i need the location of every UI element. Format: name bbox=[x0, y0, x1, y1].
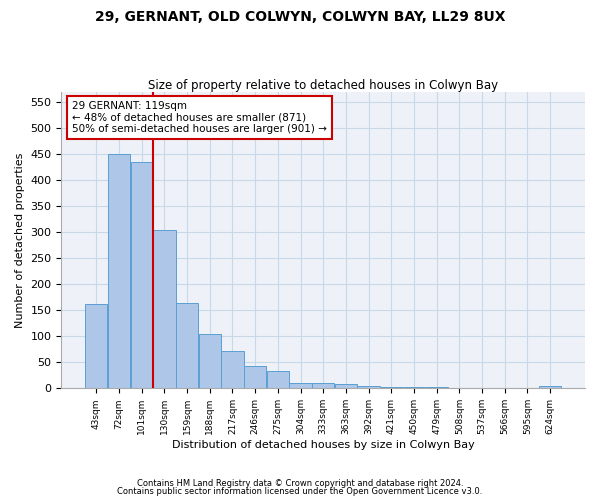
Text: Contains public sector information licensed under the Open Government Licence v3: Contains public sector information licen… bbox=[118, 487, 482, 496]
Bar bbox=[380, 387, 403, 388]
Bar bbox=[199, 334, 221, 388]
Y-axis label: Number of detached properties: Number of detached properties bbox=[15, 152, 25, 328]
Bar bbox=[176, 302, 198, 388]
Bar bbox=[289, 383, 311, 388]
Bar bbox=[221, 351, 244, 389]
Bar bbox=[131, 162, 153, 388]
Bar bbox=[108, 154, 130, 388]
Title: Size of property relative to detached houses in Colwyn Bay: Size of property relative to detached ho… bbox=[148, 79, 498, 92]
Bar bbox=[358, 386, 380, 388]
Bar bbox=[267, 371, 289, 388]
Bar bbox=[85, 304, 107, 388]
Text: 29, GERNANT, OLD COLWYN, COLWYN BAY, LL29 8UX: 29, GERNANT, OLD COLWYN, COLWYN BAY, LL2… bbox=[95, 10, 505, 24]
Bar bbox=[312, 383, 334, 388]
Bar bbox=[539, 386, 561, 388]
Text: 29 GERNANT: 119sqm
← 48% of detached houses are smaller (871)
50% of semi-detach: 29 GERNANT: 119sqm ← 48% of detached hou… bbox=[72, 101, 327, 134]
Bar bbox=[244, 366, 266, 388]
Bar bbox=[335, 384, 357, 388]
X-axis label: Distribution of detached houses by size in Colwyn Bay: Distribution of detached houses by size … bbox=[172, 440, 475, 450]
Bar bbox=[153, 230, 176, 388]
Text: Contains HM Land Registry data © Crown copyright and database right 2024.: Contains HM Land Registry data © Crown c… bbox=[137, 478, 463, 488]
